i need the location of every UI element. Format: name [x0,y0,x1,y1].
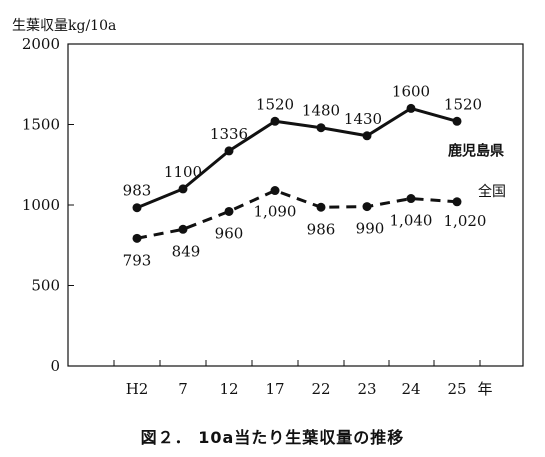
y-tick-label: 500 [31,277,60,295]
data-label: 986 [307,220,336,238]
data-point [452,197,462,207]
data-label: 849 [172,242,201,260]
series-line [136,106,458,210]
data-point [132,233,142,243]
series-group: 983 1100 1336 1520 1480 1430 1600 1520 鹿児島県 793 84… [123,82,506,269]
data-point [406,194,416,204]
y-tick-label: 0 [50,357,60,375]
data-point [452,116,462,126]
data-point [270,186,280,196]
data-label: 1,090 [254,203,297,221]
data-label: 960 [215,224,244,242]
figure-caption: 図２． 10a当たり生葉収量の推移 [140,428,405,447]
data-label: 983 [123,182,152,200]
data-label: 990 [356,220,385,238]
x-tick-label: 12 [219,380,238,398]
data-label: 1520 [256,95,294,113]
x-tick-label: H2 [126,380,149,398]
data-label: 1,020 [444,212,487,230]
data-point [406,103,416,113]
data-point [132,203,142,213]
series-name-label: 鹿児島県 [447,142,504,159]
x-tick-label: 22 [311,380,330,398]
x-tick-label: 25 [447,380,466,398]
data-point [316,123,326,133]
y-axis-label: 生葉収量kg/10a [12,18,116,34]
axes [67,43,524,367]
data-point [270,116,280,126]
data-point [178,184,188,194]
tick-labels: 0 500 1000 1500 2000 H2 7 12 17 22 23 24 25 年 [22,35,493,398]
data-point [362,131,372,141]
data-point [224,206,234,216]
x-tick-label: 7 [178,380,188,398]
data-point [178,224,188,234]
series-line [136,189,458,240]
data-point [316,202,326,212]
data-label: 1520 [444,95,482,113]
x-tick-label: 23 [357,380,376,398]
line-chart: 生葉収量kg/10a 0 500 1000 1500 2000 H2 7 12 17 22 23 24… [12,18,524,398]
data-label: 1,040 [390,212,433,230]
data-label: 1336 [210,125,248,143]
data-label: 1600 [392,82,430,100]
x-axis-unit-label: 年 [477,380,492,398]
data-point [362,202,372,212]
y-tick-label: 1500 [22,116,60,134]
x-tick-label: 24 [401,380,420,398]
series-name-label: 全国 [478,183,506,200]
data-label: 793 [123,251,152,269]
x-tick-label: 17 [265,380,284,398]
data-label: 1100 [164,163,202,181]
data-label: 1480 [302,102,340,120]
data-label: 1430 [344,110,382,128]
y-tick-label: 1000 [22,196,60,214]
data-point [224,146,234,156]
y-tick-label: 2000 [22,35,60,53]
